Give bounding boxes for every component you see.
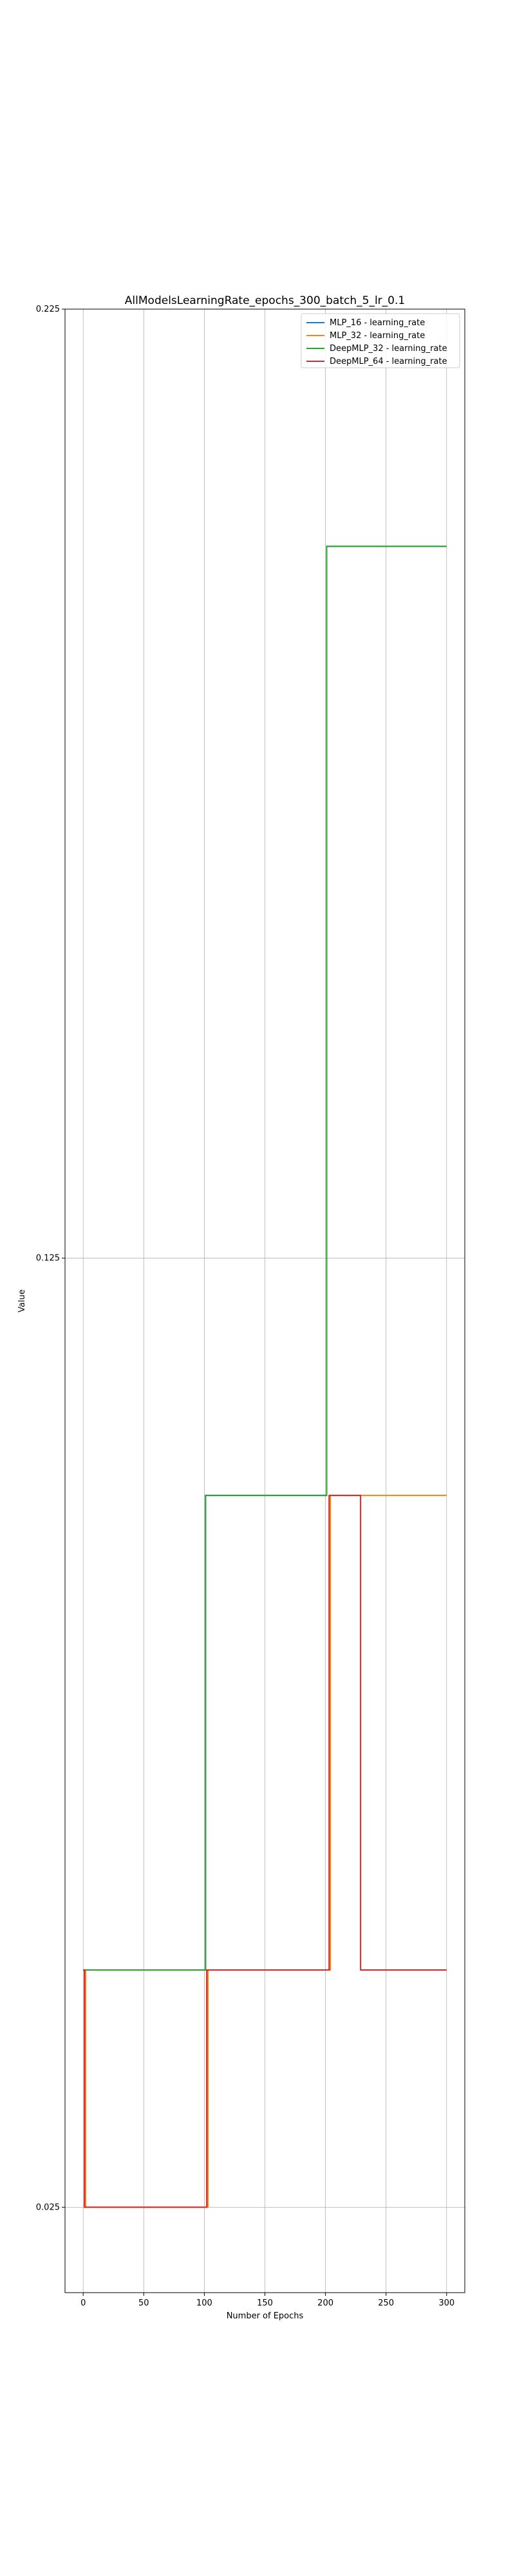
x-tick-label: 300 — [438, 2298, 454, 2308]
series-line-3 — [83, 1495, 447, 2208]
chart-title: AllModelsLearningRate_epochs_300_batch_5… — [125, 294, 405, 307]
legend-label: MLP_16 - learning_rate — [330, 318, 425, 328]
y-tick-label: 0.225 — [36, 305, 60, 314]
legend: MLP_16 - learning_rate MLP_32 - learning_… — [301, 313, 460, 368]
legend-label: DeepMLP_64 - learning_rate — [330, 357, 447, 366]
x-tick-label: 100 — [196, 2298, 212, 2308]
y-tick-label: 0.125 — [36, 1254, 60, 1264]
series-line-2 — [83, 545, 447, 1971]
legend-label: MLP_32 - learning_rate — [330, 331, 425, 341]
x-axis-title: Number of Epochs — [227, 2311, 304, 2321]
x-tick-label: 0 — [80, 2298, 86, 2308]
series-lines — [83, 545, 447, 2208]
x-tick-label: 200 — [317, 2298, 333, 2308]
y-axis-title: Value — [17, 1289, 27, 1312]
series-line-1 — [83, 1495, 447, 2208]
y-tick-label: 0.025 — [36, 2202, 60, 2212]
axis-ticks: 0 50 100 150 200 250 300 0.025 0.125 0.225 — [36, 305, 454, 2308]
x-tick-label: 250 — [378, 2298, 394, 2308]
x-tick-label: 50 — [138, 2298, 149, 2308]
x-tick-label: 150 — [257, 2298, 273, 2308]
legend-box — [301, 313, 460, 368]
grid-lines — [65, 308, 465, 2293]
legend-label: DeepMLP_32 - learning_rate — [330, 344, 447, 354]
